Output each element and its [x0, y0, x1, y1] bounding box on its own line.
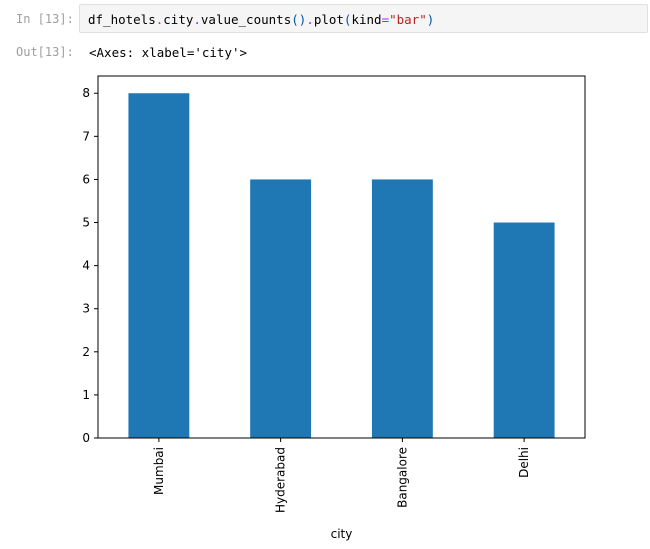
output-repr: <Axes: xlabel='city'>	[89, 45, 248, 60]
x-tick-label: Mumbai	[152, 447, 166, 495]
code-var: df_hotels	[88, 12, 156, 27]
y-tick-label: 2	[82, 345, 90, 359]
code-kwarg: kind	[351, 12, 382, 27]
y-tick-label: 4	[82, 259, 90, 273]
bar-bangalore	[371, 179, 433, 438]
x-ticks-group: Mumbai Hyderabad Bangalore Delhi	[152, 438, 531, 513]
code-editor[interactable]: df_hotels.city.value_counts().plot(kind=…	[79, 4, 648, 33]
code-paren: ()	[291, 12, 307, 27]
code-method: value_counts	[200, 12, 292, 27]
y-tick-label: 7	[82, 129, 90, 143]
y-tick-label: 1	[82, 388, 90, 402]
code-attr: city	[163, 12, 194, 27]
axes-frame	[97, 75, 586, 439]
bars-group	[128, 93, 555, 438]
bar-hyderabad	[250, 179, 312, 438]
bar-delhi	[493, 222, 555, 438]
input-prompt: In [13]:	[16, 12, 74, 26]
y-ticks-group: 0 1 2 3 4 5 6 7 8	[82, 86, 98, 445]
code-line: df_hotels.city.value_counts().plot(kind=…	[88, 12, 434, 27]
x-tick-label: Hyderabad	[274, 447, 288, 513]
y-tick-label: 5	[82, 216, 90, 230]
code-dot: .	[193, 12, 201, 27]
x-axis-label: city	[331, 527, 353, 541]
code-dot: .	[306, 12, 314, 27]
code-method: plot	[313, 12, 344, 27]
x-tick-label: Delhi	[517, 447, 531, 478]
bar-mumbai	[128, 93, 190, 438]
y-tick-label: 0	[82, 431, 90, 445]
code-dot: .	[155, 12, 164, 27]
code-eq: =	[381, 12, 390, 27]
y-tick-label: 6	[82, 172, 90, 186]
output-prompt: Out[13]:	[16, 45, 74, 59]
y-tick-label: 8	[82, 86, 90, 100]
y-tick-label: 3	[82, 302, 90, 316]
code-string: "bar"	[389, 12, 427, 27]
x-tick-label: Bangalore	[395, 447, 409, 508]
code-paren: )	[426, 12, 435, 27]
code-paren: (	[343, 12, 352, 27]
